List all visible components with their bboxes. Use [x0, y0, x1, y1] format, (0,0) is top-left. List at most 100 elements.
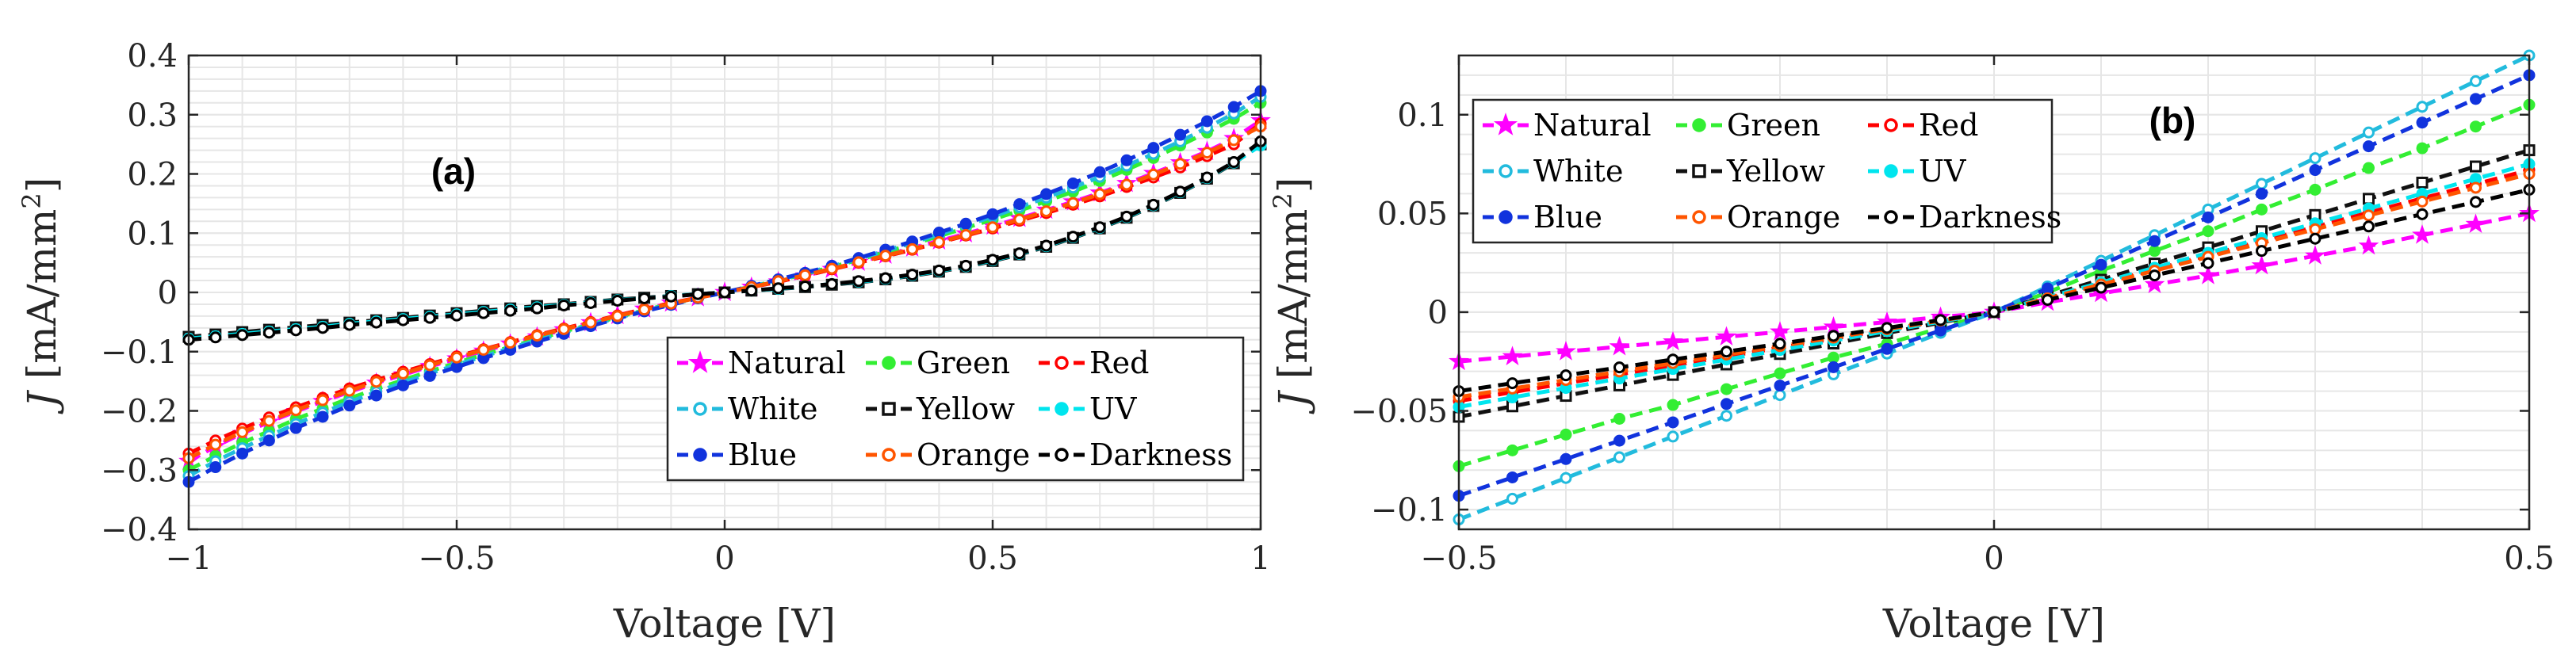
data-point-blue [2309, 164, 2321, 177]
y-tick-label: −0.1 [1371, 492, 1448, 529]
data-point-orange [262, 414, 275, 427]
y-tick-label: 0.3 [127, 97, 178, 134]
data-point-darkness [557, 299, 570, 311]
y-axis-label-close: ] [19, 177, 65, 193]
legend-item-uv: UV [1039, 391, 1137, 426]
y-tick-label: −0.2 [101, 394, 178, 430]
data-point-blue [1828, 361, 1839, 373]
data-point-green [1828, 351, 1839, 364]
data-point-darkness [2256, 245, 2268, 258]
data-point-orange [557, 323, 570, 335]
data-point-darkness [1506, 377, 1518, 390]
data-point-darkness [798, 281, 811, 293]
legend-box [1472, 98, 2054, 244]
legend-item-green: Green [866, 345, 1010, 380]
data-point-darkness [1200, 171, 1213, 184]
data-point-darkness [2363, 220, 2375, 233]
legend-label: White [728, 391, 817, 426]
data-point-blue [396, 379, 409, 391]
data-point-natural [2305, 245, 2325, 265]
data-point-orange [343, 384, 356, 397]
data-point-blue [370, 389, 383, 402]
data-point-orange [1093, 188, 1106, 200]
legend-marker-orange [1692, 210, 1706, 224]
data-point-blue [1013, 198, 1026, 211]
y-tick-label: −0.3 [101, 452, 178, 489]
data-point-darkness [745, 284, 758, 297]
data-point-darkness [262, 326, 275, 339]
data-point-darkness [1174, 185, 1187, 198]
data-point-darkness [664, 290, 677, 303]
legend-marker-green [882, 356, 896, 370]
y-tick-label: −0.4 [101, 512, 178, 548]
legend-marker-yellow [882, 402, 896, 416]
data-point-white [2309, 152, 2321, 165]
data-point-green [1774, 367, 1786, 380]
data-point-blue [1227, 101, 1240, 113]
y-tick-label: 0 [1428, 295, 1448, 331]
data-point-orange [2416, 195, 2429, 208]
data-point-darkness [932, 264, 945, 277]
legend-marker-uv [1055, 402, 1069, 416]
data-point-darkness [1881, 322, 1893, 334]
y-axis-label-close: ] [1270, 177, 1316, 193]
legend-label: Red [1919, 108, 1978, 143]
tick-group: −0.5 0 0.5 −0.1 −0.05 0 0.05 0.1 [1350, 55, 2555, 577]
data-point-darkness [2149, 269, 2161, 282]
x-tick-label: −0.5 [418, 540, 495, 577]
data-point-natural [2198, 265, 2218, 284]
data-point-orange [396, 367, 409, 380]
data-point-darkness [718, 286, 731, 299]
data-point-orange [289, 404, 302, 417]
data-point-orange [932, 235, 945, 248]
data-point-blue [2256, 187, 2268, 200]
data-point-yellow [2363, 193, 2375, 205]
data-point-green [1613, 412, 1625, 425]
data-point-natural [1556, 341, 1576, 361]
legend-label: Blue [728, 437, 797, 472]
data-point-blue [1881, 342, 1893, 355]
legend-marker-red [1055, 356, 1069, 370]
data-point-blue [1774, 380, 1786, 392]
data-point-blue [450, 361, 463, 373]
data-point-orange [1013, 213, 1026, 226]
legend-label: Green [917, 345, 1010, 380]
data-point-blue [1120, 154, 1133, 166]
data-point-blue [1147, 142, 1160, 155]
data-point-darkness [611, 294, 624, 307]
legend-item-blue: Blue [677, 437, 797, 472]
data-point-white [1667, 430, 1679, 443]
data-point-yellow [2470, 160, 2482, 173]
legend-marker-orange [882, 448, 896, 462]
data-point-darkness [530, 302, 543, 315]
data-point-orange [1120, 178, 1133, 191]
data-point-blue [1506, 471, 1518, 483]
data-point-green [2202, 225, 2214, 238]
data-point-darkness [1560, 369, 1572, 382]
data-point-blue [1667, 416, 1679, 429]
legend-label: Yellow [916, 391, 1015, 426]
data-point-orange [1227, 134, 1240, 147]
data-point-orange [584, 316, 597, 329]
panel-label: (a) [431, 151, 476, 192]
legend-item-green: Green [1676, 108, 1820, 143]
data-point-darkness [691, 288, 704, 300]
data-point-orange [1040, 205, 1053, 218]
data-point-natural [2251, 254, 2272, 275]
legend-item-darkness: Darkness [1039, 437, 1232, 472]
data-point-darkness [1935, 314, 1946, 326]
data-point-orange [1066, 197, 1079, 209]
legend-label: White [1533, 154, 1623, 189]
data-point-orange [798, 269, 811, 281]
series-group [1449, 49, 2540, 526]
data-point-blue [423, 369, 436, 382]
chart-panel-a: −1 −0.5 0 0.5 1 −0.4 −0.3 −0.2 −0.1 0 0.1 0.2 0.3 0.4… [17, 38, 1271, 647]
data-point-darkness [1093, 221, 1106, 234]
data-point-blue [209, 461, 222, 474]
x-axis-label: Voltage [V] [613, 601, 836, 647]
data-point-darkness [1828, 330, 1839, 342]
legend-marker-natural [687, 350, 713, 373]
data-point-darkness [2042, 293, 2054, 306]
data-point-natural [2412, 224, 2432, 244]
y-axis-label-unit: [mA/mm [19, 209, 65, 392]
